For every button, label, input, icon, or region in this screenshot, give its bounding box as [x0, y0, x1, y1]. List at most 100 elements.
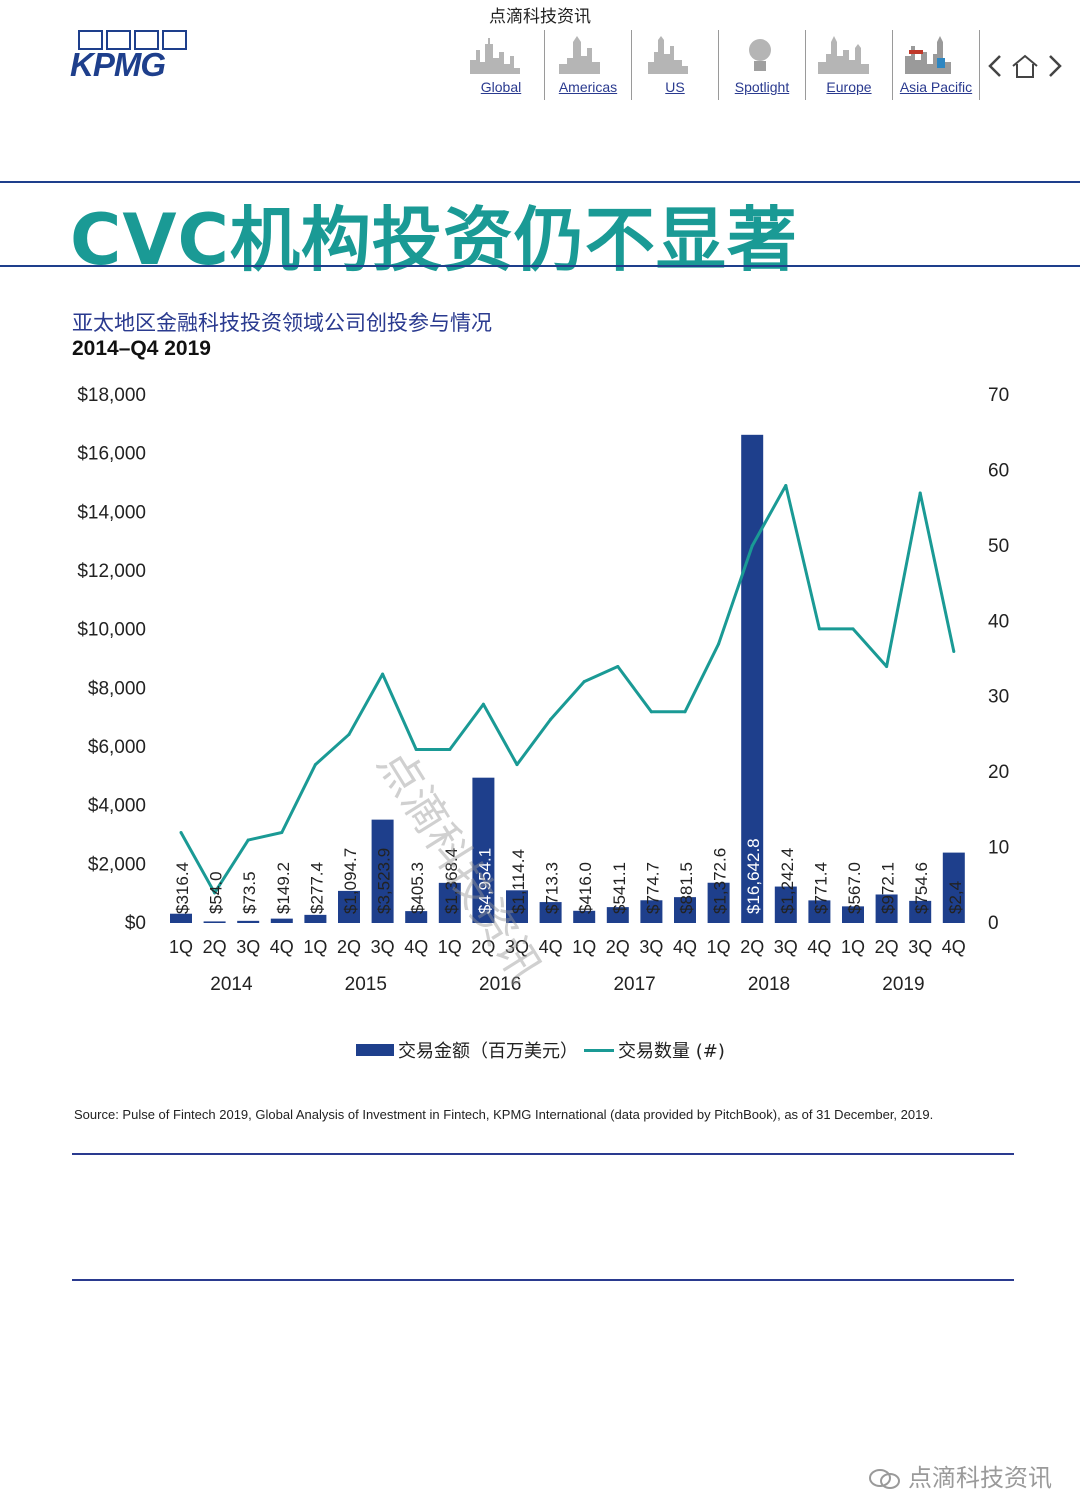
y-tick-left: $8,000: [88, 678, 146, 699]
x-tick-quarter: 2Q: [337, 937, 361, 957]
data-label: $316.4: [173, 862, 192, 914]
legend-bar-swatch: [356, 1044, 394, 1056]
x-tick-quarter: 3Q: [639, 937, 663, 957]
bottom-watermark: 点滴科技资讯: [0, 1458, 1052, 1493]
line-point: [381, 672, 385, 676]
line-point: [683, 710, 687, 714]
x-tick-quarter: 1Q: [707, 937, 731, 957]
bar: [741, 434, 764, 923]
y-tick-right: 70: [988, 385, 1009, 406]
data-label: $2,4: [946, 881, 965, 914]
nav-item-europe[interactable]: Europe: [806, 30, 893, 100]
y-tick-left: $2,000: [88, 854, 146, 875]
line-point: [448, 748, 452, 752]
chart-title: 亚太地区金融科技投资领域公司创投参与情况: [72, 311, 492, 335]
kpmg-logo: KPMG: [70, 30, 192, 83]
source-note: Source: Pulse of Fintech 2019, Global An…: [74, 1107, 934, 1122]
top-caption: 点滴科技资讯: [489, 7, 591, 27]
data-label: $416.0: [576, 862, 595, 914]
x-tick-year: 2017: [613, 974, 655, 995]
bar: [674, 897, 696, 923]
nav-item-global[interactable]: Global: [458, 30, 545, 100]
data-label: $972.1: [879, 862, 898, 914]
x-tick-quarter: 3Q: [371, 937, 395, 957]
bar: [203, 921, 226, 923]
x-tick-quarter: 4Q: [942, 937, 966, 957]
title-rule-top: [0, 181, 1080, 183]
line-point: [649, 710, 653, 714]
data-label: $1,114.4: [509, 849, 528, 914]
nav-item-us[interactable]: US: [632, 30, 719, 100]
y-tick-right: 30: [988, 687, 1009, 708]
x-tick-year: 2015: [345, 974, 387, 995]
x-tick-quarter: 4Q: [539, 937, 563, 957]
line-point: [582, 680, 586, 684]
y-tick-left: $14,000: [77, 502, 146, 523]
bar: [338, 890, 360, 923]
y-tick-left: $10,000: [77, 620, 146, 641]
bar: [438, 882, 461, 923]
bar: [606, 907, 629, 923]
x-tick-year: 2016: [479, 974, 521, 995]
data-label: $774.7: [643, 862, 662, 914]
data-label: $567.0: [845, 862, 864, 914]
bar: [573, 910, 596, 923]
bar: [405, 911, 428, 923]
data-label: $1,242.4: [778, 848, 797, 914]
y-tick-left: $4,000: [88, 796, 146, 817]
chevron-left-icon[interactable]: [985, 52, 1005, 84]
bar: [640, 900, 663, 923]
line-point: [213, 891, 217, 895]
y-tick-right: 10: [988, 838, 1009, 859]
bar: [472, 777, 495, 923]
nav-item-asia-pacific[interactable]: Asia Pacific: [893, 30, 980, 100]
y-tick-right: 0: [988, 913, 999, 934]
skyline-americas-icon: [559, 36, 600, 74]
separator-line-2: [72, 1279, 1014, 1281]
legend-label-count: 交易数量 (#): [618, 1041, 725, 1062]
data-label: $277.4: [307, 862, 326, 914]
line-point: [784, 484, 788, 488]
x-tick-quarter: 2Q: [875, 937, 899, 957]
nav-item-americas[interactable]: Americas: [545, 30, 632, 100]
nav-label-europe: Europe: [826, 79, 872, 95]
line-point: [885, 665, 889, 669]
x-tick-year: 2018: [748, 974, 790, 995]
nav-item-spotlight[interactable]: Spotlight: [719, 30, 806, 100]
data-label: $713.3: [543, 862, 562, 914]
x-tick-quarter: 2Q: [203, 937, 227, 957]
chevron-right-icon[interactable]: [1045, 52, 1065, 84]
x-tick-quarter: 2Q: [471, 937, 495, 957]
x-tick-quarter: 1Q: [303, 937, 327, 957]
line-point: [750, 544, 754, 548]
bar: [539, 902, 562, 923]
legend-line-swatch: [584, 1048, 614, 1052]
x-tick-year: 2014: [210, 974, 253, 995]
bar: [875, 894, 898, 923]
data-label: $4,954.1: [475, 848, 494, 914]
line-point: [414, 748, 418, 752]
logo-text: KPMG: [70, 46, 166, 83]
x-tick-year: 2019: [882, 974, 924, 995]
x-tick-quarter: 2Q: [740, 937, 764, 957]
line-point: [481, 702, 485, 706]
line-point: [616, 665, 620, 669]
data-label: $405.3: [408, 862, 427, 914]
data-label: $16,642.8: [744, 838, 763, 914]
chart-area: $0 $2,000 $4,000 $6,000 $8,000 $10,000 $12,000…: [77, 385, 1009, 995]
data-label: $771.4: [811, 862, 830, 914]
x-tick-quarter: 2Q: [606, 937, 630, 957]
line-point: [280, 830, 284, 834]
wechat-icon: [868, 1468, 902, 1490]
line-point: [549, 717, 553, 721]
region-nav: Global Americas US Spotlight Europe Asia…: [458, 30, 980, 100]
home-icon[interactable]: [1009, 52, 1041, 84]
bar: [304, 914, 327, 923]
title-rule-bottom: [0, 265, 1080, 267]
chart-legend: 交易金额（百万美元） 交易数量 (#): [356, 1037, 725, 1063]
x-tick-quarter: 3Q: [236, 937, 260, 957]
x-tick-quarter: 4Q: [807, 937, 831, 957]
y-tick-left: $6,000: [88, 737, 146, 758]
data-label: $54.0: [207, 871, 226, 914]
data-label: $3,523.9: [375, 848, 394, 914]
